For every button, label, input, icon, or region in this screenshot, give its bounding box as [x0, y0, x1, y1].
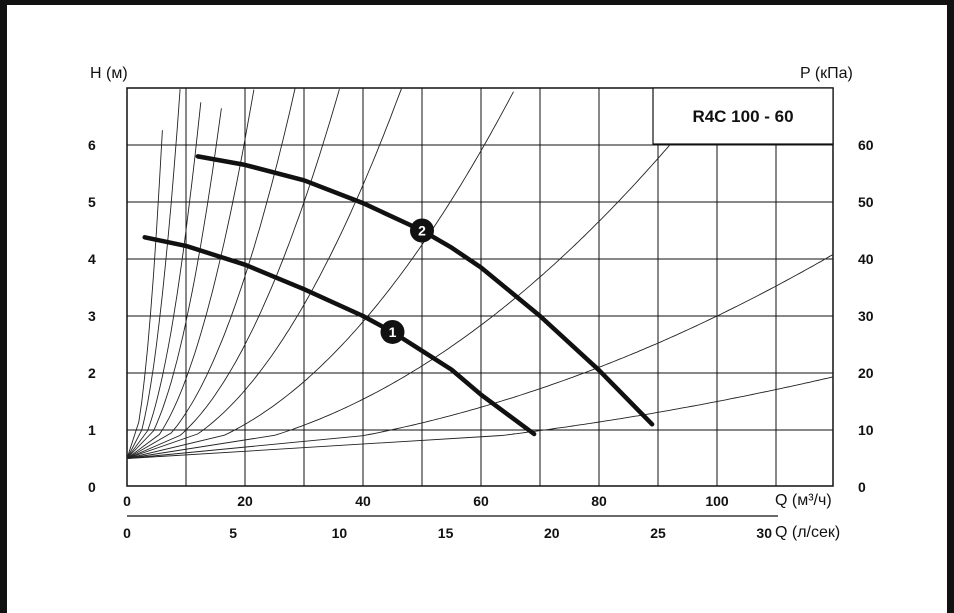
y-left-tick: 2	[88, 365, 96, 381]
y-right-tick: 30	[858, 308, 874, 324]
y-right-tick: 20	[858, 365, 874, 381]
pump-curve-2	[195, 154, 655, 427]
x-top-tick: 0	[123, 493, 131, 509]
y-left-tick: 4	[88, 251, 96, 267]
system-curve	[127, 89, 181, 459]
system-curve	[127, 88, 402, 459]
y-right-tick: 0	[858, 479, 866, 495]
y-right-tick: 10	[858, 422, 874, 438]
chart-title: R4C 100 - 60	[692, 107, 793, 126]
y-right-tick: 60	[858, 137, 874, 153]
title-box	[652, 87, 834, 145]
y-left-tick: 1	[88, 422, 96, 438]
y-left-axis-label: H (м)	[90, 65, 128, 82]
x-top-tick: 60	[473, 493, 489, 509]
x-top-axis-label: Q (м³/ч)	[775, 492, 832, 509]
system-curve	[127, 88, 340, 459]
system-curve	[127, 88, 296, 459]
x-bottom-tick: 20	[544, 525, 560, 541]
x-top-tick: 80	[591, 493, 607, 509]
x-bottom-axis-label: Q (л/сек)	[775, 524, 840, 541]
x-bottom-tick: 5	[229, 525, 237, 541]
system-curve	[127, 102, 202, 459]
y-right-tick: 40	[858, 251, 874, 267]
grid	[127, 88, 833, 486]
system-curve	[127, 108, 222, 459]
system-curve	[127, 89, 255, 459]
system-curve	[127, 376, 833, 459]
x-top-tick: 40	[355, 493, 371, 509]
curve-badge-2	[410, 218, 434, 243]
x-bottom-tick: 25	[650, 525, 666, 541]
y-left-tick: 3	[88, 308, 96, 324]
plot-area	[126, 87, 834, 487]
x-bottom-tick: 15	[438, 525, 454, 541]
y-right-tick: 50	[858, 194, 874, 210]
x-top-tick: 100	[705, 493, 729, 509]
system-curve	[127, 88, 718, 459]
y-right-axis-label: P (кПа)	[800, 65, 853, 82]
y-left-tick: 0	[88, 479, 96, 495]
system-curve	[127, 130, 163, 459]
pump-curves: 12	[142, 154, 655, 437]
y-left-tick: 5	[88, 194, 96, 210]
x-bottom-tick: 10	[332, 525, 348, 541]
curve-badge-1	[380, 319, 405, 344]
pump-curve-1	[142, 235, 537, 437]
system-curve	[127, 253, 833, 459]
curve-badge-label: 2	[418, 223, 426, 239]
y-left-tick: 6	[88, 137, 96, 153]
x-top-tick: 20	[237, 493, 253, 509]
x-bottom-tick: 0	[123, 525, 131, 541]
curve-badge-label: 1	[389, 324, 397, 340]
x-bottom-tick: 30	[756, 525, 772, 541]
